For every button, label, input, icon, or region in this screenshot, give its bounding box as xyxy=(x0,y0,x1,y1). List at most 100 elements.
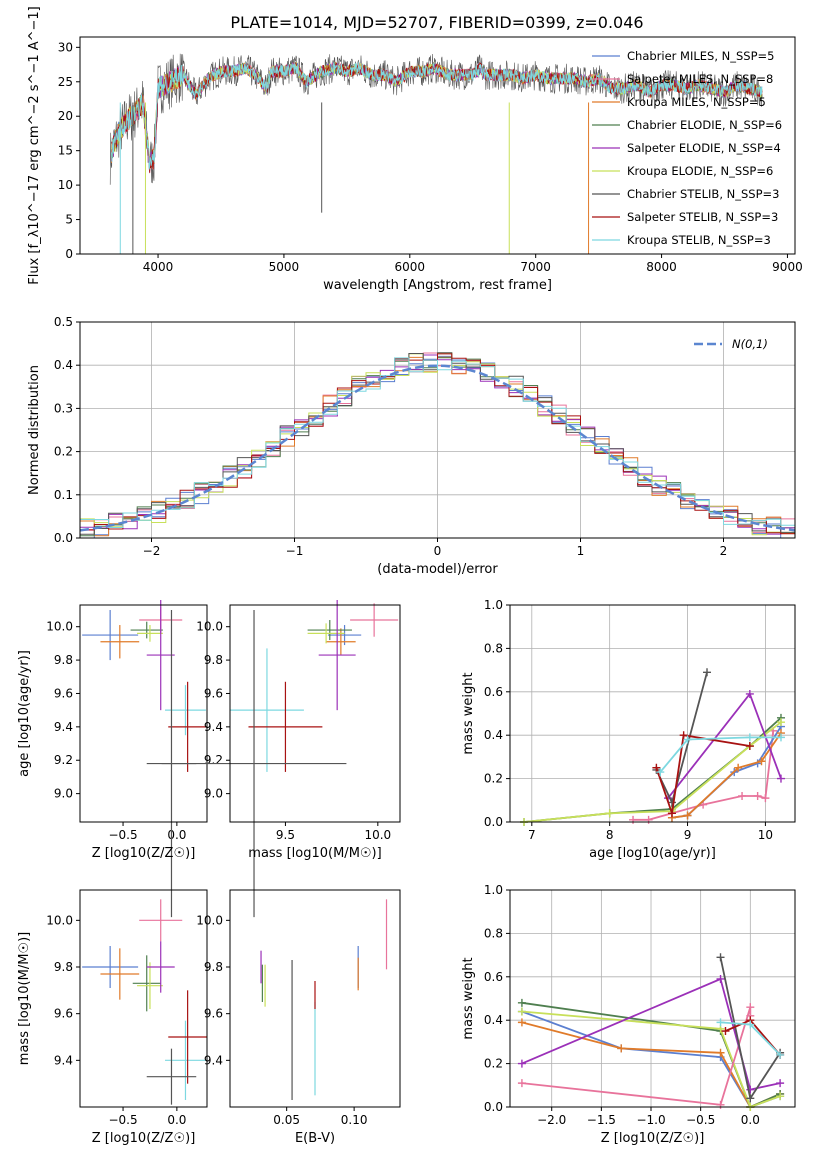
plot-frame xyxy=(509,889,796,1108)
histogram-step xyxy=(80,357,795,528)
x-tick-label: 6000 xyxy=(395,260,426,274)
y-tick-label: 0.5 xyxy=(54,315,73,329)
x-axis-label: wavelength [Angstrom, rest frame] xyxy=(323,278,552,293)
y-tick-label: 0.6 xyxy=(484,685,503,699)
error-bar xyxy=(132,955,161,1012)
x-tick-label: −1.5 xyxy=(587,1113,616,1127)
y-tick-label: 25 xyxy=(58,75,73,89)
y-tick-label: 0.6 xyxy=(484,970,503,984)
y-tick-label: 10.0 xyxy=(196,913,223,927)
weight-marker xyxy=(776,774,785,783)
x-tick-label: −2 xyxy=(143,544,161,558)
plot-frame xyxy=(509,604,796,823)
y-tick-label: 0.2 xyxy=(54,445,73,459)
y-tick-label: 0 xyxy=(65,247,73,261)
weight-marker xyxy=(776,718,785,727)
y-tick-label: 9.8 xyxy=(54,960,73,974)
mass-weight-vs-age-panel: 7 8 9 10 0.0 0.2 0.4 0.6 0.8 1.0 age [log10(age/yr… xyxy=(461,598,796,861)
error-bar xyxy=(168,990,207,1084)
x-tick-label: 0.0 xyxy=(167,828,186,842)
y-tick-label: 0.1 xyxy=(54,488,73,502)
weight-marker xyxy=(776,733,785,742)
legend-entry: Salpeter STELIB, N_SSP=3 xyxy=(627,210,778,224)
weight-marker xyxy=(776,1079,785,1088)
x-tick-label: 0.0 xyxy=(167,1113,186,1127)
x-tick-label: −0.5 xyxy=(686,1113,715,1127)
legend-entry: Chabrier MILES, N_SSP=5 xyxy=(627,49,774,63)
plot-frame xyxy=(79,889,208,1108)
y-tick-label: 0.4 xyxy=(484,1013,503,1027)
weight-marker xyxy=(716,1018,725,1027)
weight-marker xyxy=(703,668,712,677)
weight-marker xyxy=(517,1018,526,1027)
x-axis-label: E(B-V) xyxy=(295,1131,335,1146)
x-tick-label: 8000 xyxy=(646,260,677,274)
weight-marker xyxy=(617,1044,626,1053)
plot-frame xyxy=(79,36,796,255)
spectrum-panel: 4000 5000 6000 7000 8000 9000 0 5 10 15 20 25 30 wave… xyxy=(27,6,803,293)
x-tick-label: 9 xyxy=(684,828,692,842)
x-axis-label: Z [log10(Z/Z☉)] xyxy=(92,846,196,861)
weight-marker xyxy=(517,1059,526,1068)
weight-marker xyxy=(746,1094,755,1103)
x-tick-label: 9.5 xyxy=(276,828,295,842)
y-tick-label: 9.8 xyxy=(204,653,223,667)
weight-marker xyxy=(757,757,766,766)
weight-marker xyxy=(605,809,614,818)
error-bar xyxy=(82,946,139,988)
y-tick-label: 9.4 xyxy=(54,720,73,734)
y-tick-label: 0.2 xyxy=(484,772,503,786)
y-tick-label: 0.0 xyxy=(54,531,73,545)
y-tick-label: 0.8 xyxy=(484,926,503,940)
y-tick-label: 15 xyxy=(58,144,73,158)
y-tick-label: 9.0 xyxy=(204,787,223,801)
y-tick-label: 9.6 xyxy=(204,686,223,700)
error-bar xyxy=(307,620,352,641)
weight-line xyxy=(521,1006,752,1106)
weight-marker xyxy=(629,815,638,824)
weight-line xyxy=(671,732,782,819)
y-tick-label: 9.0 xyxy=(54,787,73,801)
weight-marker xyxy=(683,735,692,744)
y-tick-label: 1.0 xyxy=(484,883,503,897)
y-tick-label: 30 xyxy=(58,40,73,54)
y-tick-label: 9.6 xyxy=(54,1007,73,1021)
error-bar xyxy=(161,610,347,918)
error-bar xyxy=(146,1048,197,1105)
plot-frame xyxy=(79,604,208,823)
weight-marker xyxy=(667,798,676,807)
plot-frame xyxy=(229,889,401,1108)
weight-marker xyxy=(683,811,692,820)
error-bar xyxy=(307,623,345,644)
figure-title: PLATE=1014, MJD=52707, FIBERID=0399, z=0… xyxy=(230,13,643,32)
y-tick-label: 1.0 xyxy=(484,598,503,612)
weight-marker xyxy=(738,791,747,800)
plot-frame xyxy=(229,604,401,823)
legend-entry: Chabrier STELIB, N_SSP=3 xyxy=(627,187,779,201)
weight-marker xyxy=(679,731,688,740)
y-tick-label: 0.8 xyxy=(484,641,503,655)
x-tick-label: 7 xyxy=(528,828,536,842)
y-tick-label: 9.2 xyxy=(204,753,223,767)
x-axis-label: (data-model)/error xyxy=(377,562,498,577)
weight-marker xyxy=(776,1092,785,1101)
y-tick-label: 0.4 xyxy=(54,358,73,372)
y-tick-label: 5 xyxy=(65,213,73,227)
x-tick-label: 4000 xyxy=(143,260,174,274)
weight-marker xyxy=(753,791,762,800)
legend-entry: Chabrier ELODIE, N_SSP=6 xyxy=(627,118,782,132)
weight-marker xyxy=(761,794,770,803)
x-axis-label: mass [log10(M/M☉)] xyxy=(248,846,381,861)
weight-marker xyxy=(656,768,665,777)
y-tick-label: 9.4 xyxy=(204,1053,223,1067)
error-bar xyxy=(248,681,323,772)
x-tick-label: 0.05 xyxy=(273,1113,300,1127)
weight-marker xyxy=(746,1003,755,1012)
y-tick-label: 0.3 xyxy=(54,401,73,415)
error-bar xyxy=(100,948,140,1000)
weight-marker xyxy=(716,1048,725,1057)
error-bar xyxy=(137,625,163,642)
y-tick-label: 9.4 xyxy=(54,1053,73,1067)
y-tick-label: 0.0 xyxy=(484,815,503,829)
